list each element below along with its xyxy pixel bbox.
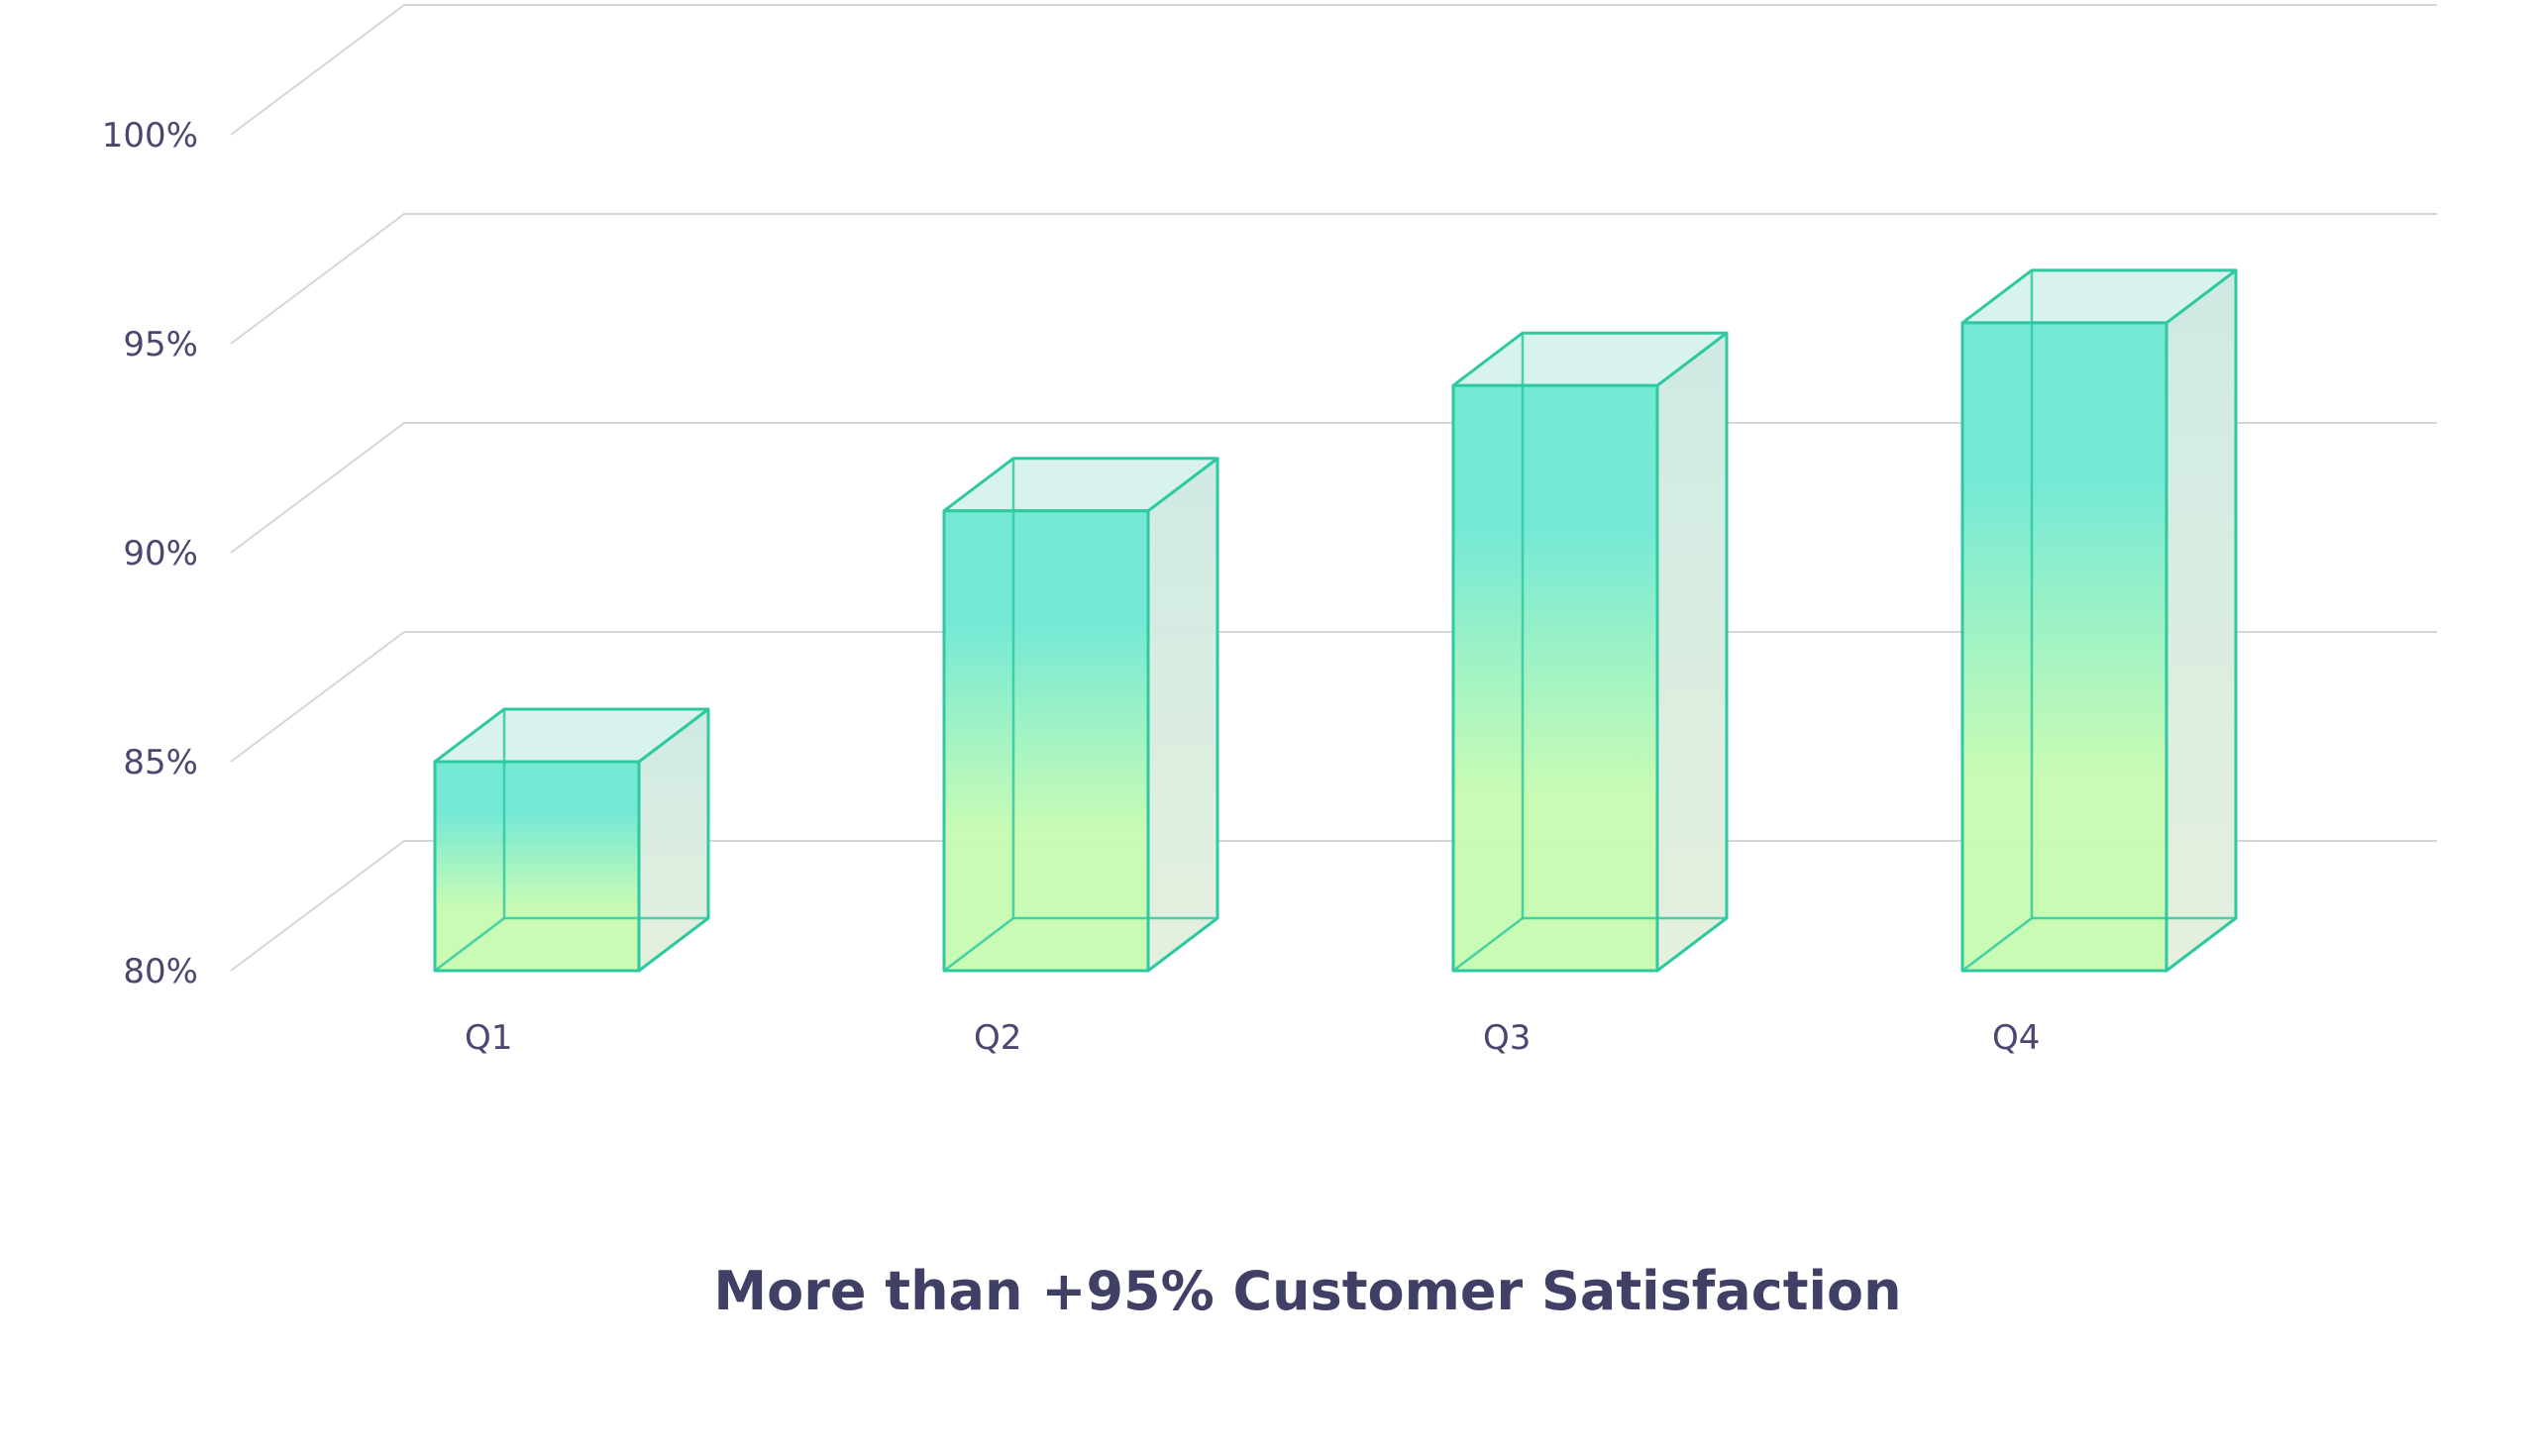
y-axis: 80% 85% 90% 95% 100% [102, 116, 198, 991]
gridline-90 [230, 422, 2437, 554]
x-tick-label: Q2 [974, 1018, 1021, 1058]
bars [433, 268, 2238, 973]
bar-q1 [433, 707, 710, 973]
gridline-85 [230, 631, 2437, 763]
y-tick-label: 80% [123, 952, 198, 991]
chart-title: More than +95% Customer Satisfaction [713, 1260, 1901, 1322]
y-tick-label: 100% [102, 116, 198, 156]
bar-q4 [1960, 268, 2238, 973]
x-tick-label: Q3 [1483, 1018, 1531, 1058]
y-tick-label: 95% [123, 325, 198, 364]
y-tick-label: 85% [123, 743, 198, 782]
x-tick-label: Q4 [1992, 1018, 2040, 1058]
x-axis: Q1 Q2 Q3 Q4 [465, 1018, 2040, 1058]
x-tick-label: Q1 [465, 1018, 512, 1058]
bar-q3 [1451, 331, 1729, 973]
gridline-95 [230, 213, 2437, 345]
gridline-100 [230, 4, 2437, 136]
gridline-80 [230, 840, 2437, 972]
bar-q2 [942, 457, 1219, 973]
y-tick-label: 90% [123, 534, 198, 573]
grid-lines [230, 4, 2437, 972]
